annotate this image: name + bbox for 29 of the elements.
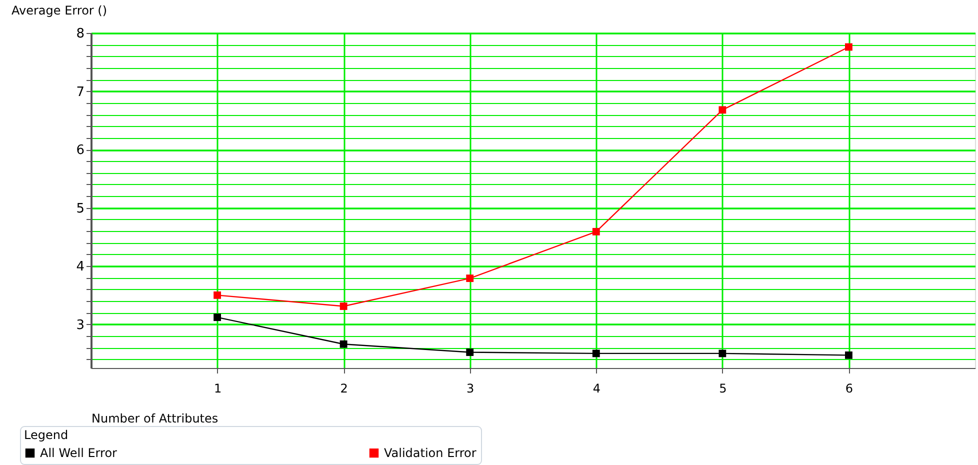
point <box>214 291 221 299</box>
x-tick-label: 5 <box>719 382 727 396</box>
x-tick-label: 2 <box>340 382 348 396</box>
point <box>718 350 726 358</box>
point <box>845 351 852 359</box>
y-tick-label: 5 <box>76 201 84 216</box>
point <box>592 228 600 236</box>
legend-label: All Well Error <box>40 446 118 460</box>
y-tick-label: 4 <box>76 260 84 275</box>
point <box>592 350 600 358</box>
legend-label: Validation Error <box>384 446 476 460</box>
point <box>466 274 474 282</box>
legend-title: Legend <box>24 428 68 442</box>
y-tick-label: 7 <box>76 84 84 100</box>
y-tick-label: 6 <box>76 143 84 158</box>
x-tick-label: 4 <box>592 382 600 396</box>
y-tick-label: 3 <box>76 318 84 333</box>
point <box>214 314 221 322</box>
point <box>340 340 348 348</box>
y-axis-title: Average Error () <box>12 4 108 18</box>
point <box>466 348 474 356</box>
point <box>845 43 852 51</box>
point <box>718 106 726 114</box>
y-tick-label: 8 <box>76 26 84 42</box>
point <box>340 302 348 310</box>
x-tick-label: 3 <box>466 382 474 396</box>
x-axis-title: Number of Attributes <box>92 412 218 426</box>
x-tick-label: 6 <box>845 382 854 396</box>
x-tick-label: 1 <box>214 382 222 396</box>
